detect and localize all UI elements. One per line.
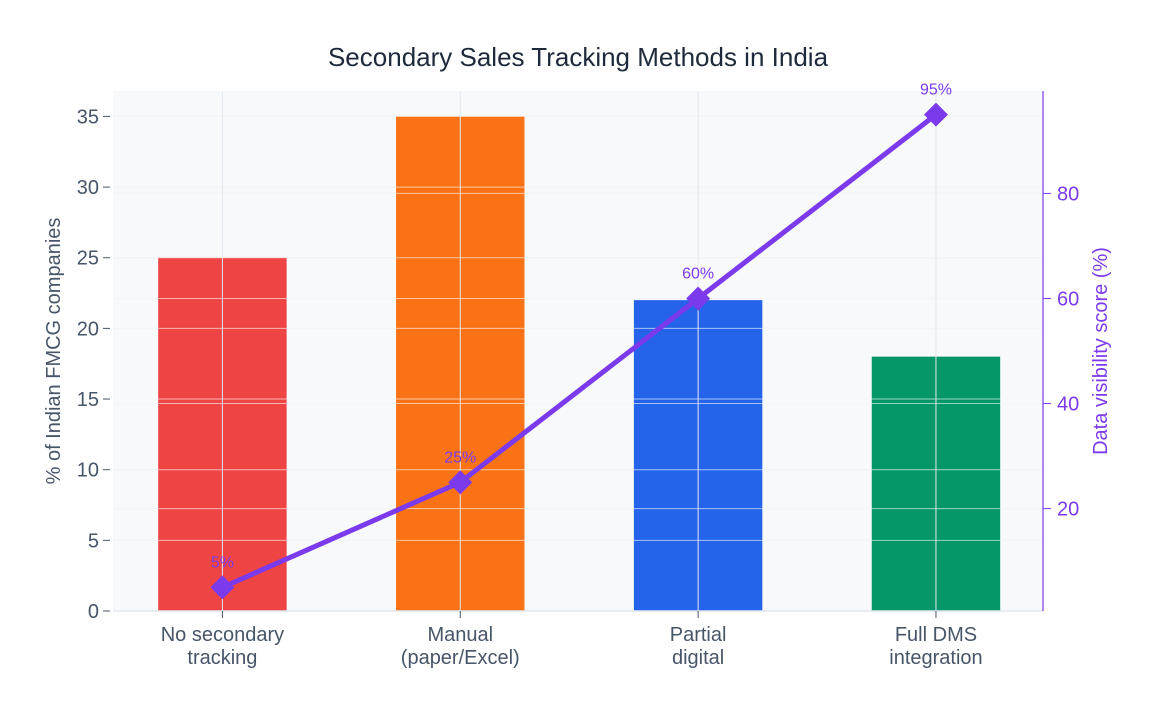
y-tick-label: 30 — [77, 177, 99, 199]
y2-axis-title: Data visibility score (%) — [1090, 247, 1112, 455]
data-label: 25% — [444, 449, 476, 466]
x-tick-label: Partial — [670, 624, 727, 646]
y2-tick-label: 40 — [1057, 394, 1079, 416]
y2-tick-label: 20 — [1057, 499, 1079, 521]
x-tick-label: tracking — [187, 647, 257, 669]
diamond-marker — [923, 102, 948, 127]
vertical-gridlines — [113, 91, 1043, 611]
x-tick-label: No secondary — [161, 624, 284, 646]
x-tick-label: (paper/Excel) — [401, 647, 520, 669]
y-tick-label: 20 — [77, 318, 99, 340]
y-axis-title: % of Indian FMCG companies — [43, 218, 65, 485]
data-label: 95% — [920, 82, 952, 99]
x-tick-label: digital — [672, 647, 724, 669]
diamond-marker — [686, 286, 711, 311]
y-tick-label: 0 — [88, 601, 99, 623]
line-path — [221, 112, 938, 590]
y2-tick-label: 80 — [1057, 183, 1079, 205]
data-label: 5% — [211, 554, 234, 571]
y-tick-label: 25 — [77, 248, 99, 270]
axes: 0 5 10 15 20 25 30 35 20 40 60 80 No secondarytracki… — [77, 91, 1079, 669]
x-tick-label: integration — [889, 647, 982, 669]
diamond-marker — [210, 575, 235, 600]
y-tick-label: 10 — [77, 460, 99, 482]
y-tick-label: 15 — [77, 389, 99, 411]
x-tick-label: Manual — [427, 624, 493, 646]
line-series: 5% 25% 60% 95% — [210, 82, 952, 600]
diamond-marker — [448, 470, 473, 495]
chart-title: Secondary Sales Tracking Methods in Indi… — [328, 42, 829, 72]
y-tick-label: 5 — [88, 530, 99, 552]
y2-tick-label: 60 — [1057, 288, 1079, 310]
y-tick-label: 35 — [77, 106, 99, 128]
x-tick-label: Full DMS — [895, 624, 977, 646]
data-label: 60% — [682, 265, 714, 282]
